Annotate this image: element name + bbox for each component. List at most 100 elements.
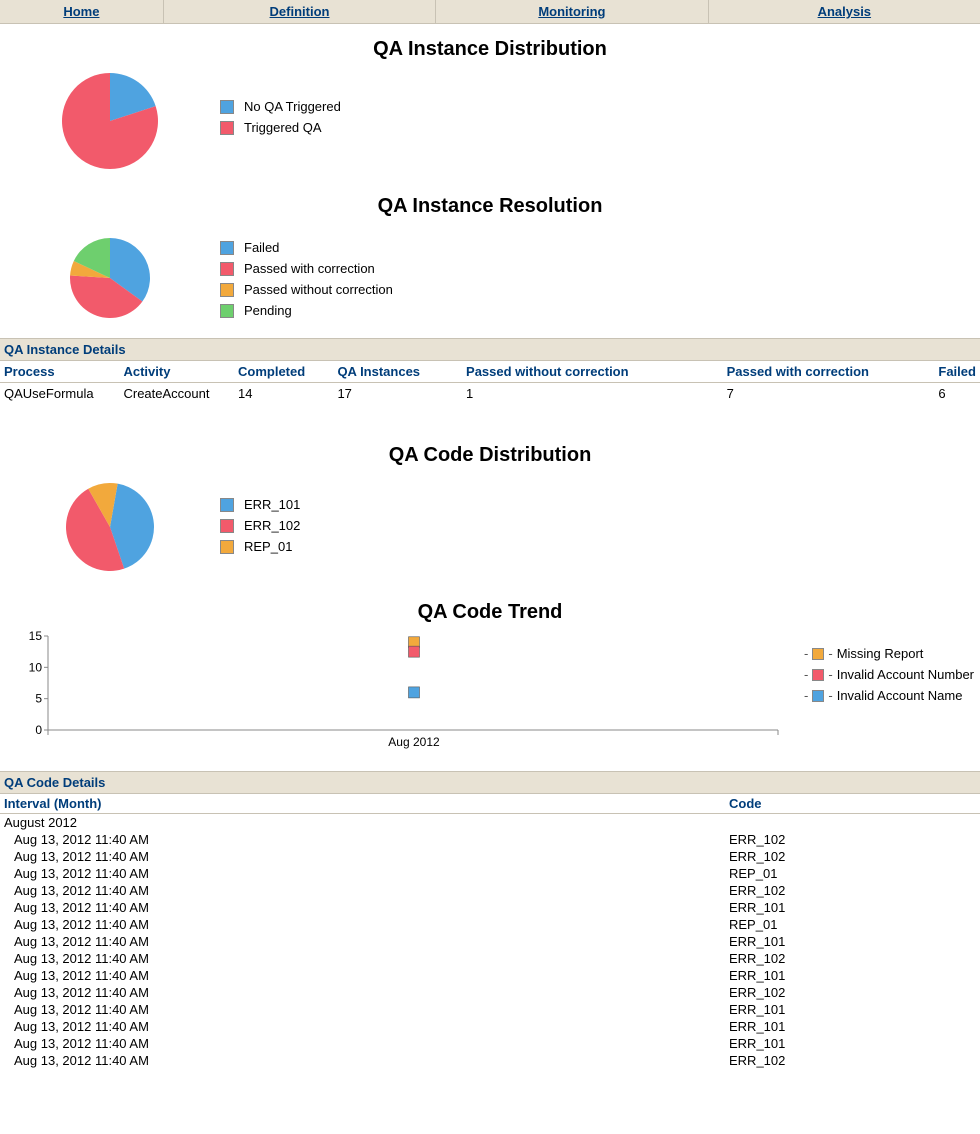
chart4-section: 0 5 10 15 Aug 2012 --Missing Report --Invalid… (0, 630, 980, 753)
legend-swatch-icon (220, 498, 234, 512)
legend-label: Passed without correction (244, 282, 393, 297)
table-row: Aug 13, 2012 11:40 AMERR_101 (0, 1001, 980, 1018)
table-cell: 1 (462, 383, 723, 405)
legend-label: Invalid Account Number (837, 667, 974, 682)
chart1-legend: No QA Triggered Triggered QA (220, 71, 341, 141)
chart2-legend-item: Pending (220, 303, 393, 318)
legend-label: Failed (244, 240, 279, 255)
legend-swatch-icon (220, 121, 234, 135)
legend-swatch-icon (812, 648, 824, 660)
legend-label: Triggered QA (244, 120, 322, 135)
table-row: Aug 13, 2012 11:40 AMERR_101 (0, 1035, 980, 1052)
legend-swatch-icon (220, 241, 234, 255)
inst-col-header: Activity (119, 361, 234, 383)
legend-swatch-icon (220, 540, 234, 554)
table-cell: CreateAccount (119, 383, 234, 405)
nav-analysis[interactable]: Analysis (709, 0, 980, 23)
legend-swatch-icon (220, 304, 234, 318)
table-row: Aug 13, 2012 11:40 AMERR_102 (0, 882, 980, 899)
legend-swatch-icon (220, 519, 234, 533)
nav-definition[interactable]: Definition (164, 0, 436, 23)
inst-col-header: Passed without correction (462, 361, 723, 383)
legend-swatch-icon (812, 690, 824, 702)
chart3-legend-item: ERR_102 (220, 518, 300, 533)
legend-label: Passed with correction (244, 261, 375, 276)
table-cell: Aug 13, 2012 11:40 AM (0, 865, 725, 882)
table-cell: August 2012 (0, 814, 980, 832)
chart3-row: ERR_101 ERR_102 REP_01 (0, 473, 980, 587)
table-cell: Aug 13, 2012 11:40 AM (0, 1018, 725, 1035)
nav-bar: Home Definition Monitoring Analysis (0, 0, 980, 24)
table-cell: ERR_101 (725, 899, 980, 916)
chart2-legend: Failed Passed with correction Passed witho… (220, 228, 393, 324)
svg-text:Aug 2012: Aug 2012 (388, 735, 440, 749)
table-row: Aug 13, 2012 11:40 AMERR_101 (0, 1018, 980, 1035)
chart1-title: QA Instance Distribution (0, 38, 980, 61)
legend-label: ERR_102 (244, 518, 300, 533)
table-cell: REP_01 (725, 916, 980, 933)
chart4-chart: 0 5 10 15 Aug 2012 (20, 630, 780, 753)
table-group-row: August 2012 (0, 814, 980, 832)
table-cell: ERR_101 (725, 1035, 980, 1052)
table-cell: ERR_101 (725, 967, 980, 984)
chart2-legend-item: Failed (220, 240, 393, 255)
legend-swatch-icon (220, 283, 234, 297)
table-cell: ERR_102 (725, 831, 980, 848)
code-col-header: Code (725, 794, 980, 814)
nav-home[interactable]: Home (0, 0, 164, 23)
table-cell: 17 (333, 383, 462, 405)
table-row: Aug 13, 2012 11:40 AMREP_01 (0, 865, 980, 882)
legend-label: Invalid Account Name (837, 688, 963, 703)
table-cell: Aug 13, 2012 11:40 AM (0, 882, 725, 899)
svg-text:15: 15 (29, 630, 43, 643)
table-cell: Aug 13, 2012 11:40 AM (0, 1035, 725, 1052)
legend-label: No QA Triggered (244, 99, 341, 114)
table-cell: ERR_101 (725, 933, 980, 950)
table-cell: ERR_102 (725, 1052, 980, 1069)
table-row: Aug 13, 2012 11:40 AMERR_102 (0, 1052, 980, 1069)
svg-text:10: 10 (29, 660, 43, 674)
table-cell: Aug 13, 2012 11:40 AM (0, 848, 725, 865)
chart4-legend-item: --Invalid Account Number (804, 667, 974, 682)
chart1-legend-item: Triggered QA (220, 120, 341, 135)
legend-label: REP_01 (244, 539, 292, 554)
inst-col-header: QA Instances (333, 361, 462, 383)
table-cell: REP_01 (725, 865, 980, 882)
table-cell: QAUseFormula (0, 383, 119, 405)
table-cell: 7 (723, 383, 935, 405)
table-cell: Aug 13, 2012 11:40 AM (0, 899, 725, 916)
legend-swatch-icon (812, 669, 824, 681)
chart2-legend-item: Passed without correction (220, 282, 393, 297)
table-row: Aug 13, 2012 11:40 AMERR_101 (0, 899, 980, 916)
code-details-header: QA Code Details (0, 771, 980, 794)
code-details-table: Interval (Month)Code August 2012Aug 13, … (0, 794, 980, 1069)
nav-monitoring[interactable]: Monitoring (436, 0, 708, 23)
table-row: Aug 13, 2012 11:40 AMERR_101 (0, 933, 980, 950)
table-row: Aug 13, 2012 11:40 AMERR_102 (0, 848, 980, 865)
instance-details-header: QA Instance Details (0, 338, 980, 361)
chart1-row: No QA Triggered Triggered QA (0, 67, 980, 181)
chart2-row: Failed Passed with correction Passed witho… (0, 224, 980, 338)
legend-label: Missing Report (837, 646, 924, 661)
legend-swatch-icon (220, 100, 234, 114)
chart4-title: QA Code Trend (0, 601, 980, 624)
chart4-legend-item: --Missing Report (804, 646, 974, 661)
table-row: QAUseFormulaCreateAccount1417176 (0, 383, 980, 405)
chart2-title: QA Instance Resolution (0, 195, 980, 218)
inst-col-header: Completed (234, 361, 333, 383)
inst-col-header: Process (0, 361, 119, 383)
legend-label: ERR_101 (244, 497, 300, 512)
table-row: Aug 13, 2012 11:40 AMERR_102 (0, 831, 980, 848)
table-cell: Aug 13, 2012 11:40 AM (0, 950, 725, 967)
legend-label: Pending (244, 303, 292, 318)
table-cell: Aug 13, 2012 11:40 AM (0, 831, 725, 848)
table-row: Aug 13, 2012 11:40 AMERR_101 (0, 967, 980, 984)
table-cell: ERR_102 (725, 984, 980, 1001)
chart4-legend-item: --Invalid Account Name (804, 688, 974, 703)
svg-text:5: 5 (35, 692, 42, 706)
table-cell: Aug 13, 2012 11:40 AM (0, 1052, 725, 1069)
table-cell: Aug 13, 2012 11:40 AM (0, 967, 725, 984)
svg-text:0: 0 (35, 723, 42, 737)
chart2-pie (60, 228, 160, 328)
table-cell: 6 (934, 383, 980, 405)
